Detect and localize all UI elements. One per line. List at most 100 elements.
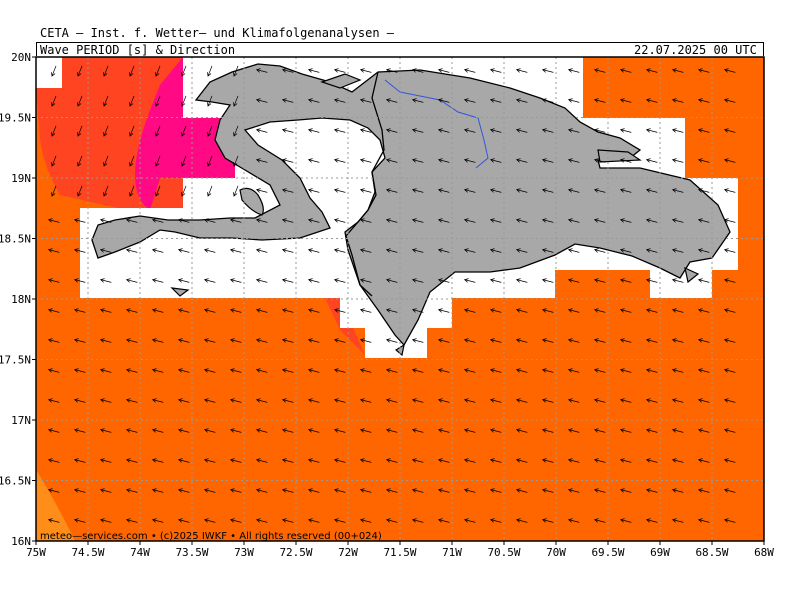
wave-direction-arrow xyxy=(177,458,190,463)
wave-direction-arrow xyxy=(307,398,320,403)
wave-direction-arrow xyxy=(671,218,684,223)
wave-direction-arrow xyxy=(411,188,424,193)
wave-direction-arrow xyxy=(489,248,502,253)
wave-direction-arrow xyxy=(233,95,239,107)
wave-direction-arrows xyxy=(47,65,736,523)
wave-direction-arrow xyxy=(515,158,528,163)
wave-direction-arrow xyxy=(463,368,476,373)
wave-direction-arrow xyxy=(437,68,450,73)
graticule xyxy=(36,57,764,541)
wave-direction-arrow xyxy=(723,98,736,103)
wave-direction-arrow xyxy=(541,278,554,283)
wave-direction-arrow xyxy=(155,65,161,77)
wave-direction-arrow xyxy=(645,248,658,253)
wave-direction-arrow xyxy=(567,278,580,283)
wave-direction-arrow xyxy=(593,188,606,193)
wave-direction-arrow xyxy=(567,428,580,433)
wave-direction-arrow xyxy=(73,218,86,223)
wave-direction-arrow xyxy=(515,518,528,523)
wave-direction-arrow xyxy=(255,158,268,163)
wave-direction-arrow xyxy=(567,98,580,103)
wave-direction-arrow xyxy=(411,428,424,433)
wave-direction-arrow xyxy=(489,458,502,463)
wave-direction-arrow xyxy=(255,518,268,523)
wave-direction-arrow xyxy=(593,458,606,463)
wave-direction-arrow xyxy=(229,278,242,283)
wave-direction-arrow xyxy=(385,458,398,463)
wave-direction-arrow xyxy=(281,248,294,253)
wave-direction-arrow xyxy=(203,338,216,343)
wave-direction-arrow xyxy=(723,278,736,283)
wave-direction-arrow xyxy=(645,278,658,283)
wave-direction-arrow xyxy=(619,308,632,313)
wave-direction-arrow xyxy=(125,248,138,253)
wave-direction-arrow xyxy=(463,338,476,343)
wave-direction-arrow xyxy=(155,95,161,107)
wave-direction-arrow xyxy=(515,488,528,493)
wave-direction-arrow xyxy=(671,188,684,193)
wave-direction-arrow xyxy=(593,338,606,343)
wave-direction-arrow xyxy=(697,98,710,103)
wave-direction-arrow xyxy=(73,428,86,433)
wave-direction-arrow xyxy=(255,98,268,103)
wave-direction-arrow xyxy=(233,155,239,167)
wave-direction-arrow xyxy=(593,218,606,223)
wave-direction-arrow xyxy=(73,398,86,403)
wave-direction-arrow xyxy=(411,128,424,133)
wave-direction-arrow xyxy=(359,278,372,283)
wave-direction-arrow xyxy=(671,128,684,133)
wave-direction-arrow xyxy=(541,428,554,433)
wave-direction-arrow xyxy=(99,218,112,223)
wave-direction-arrow xyxy=(51,95,57,107)
wave-direction-arrow xyxy=(281,428,294,433)
wave-direction-arrow xyxy=(307,248,320,253)
wave-direction-arrow xyxy=(307,488,320,493)
wave-direction-arrow xyxy=(723,218,736,223)
wave-direction-arrow xyxy=(359,68,372,73)
wave-direction-arrow xyxy=(671,458,684,463)
wave-direction-arrow xyxy=(411,98,424,103)
wave-direction-arrow xyxy=(697,278,710,283)
wave-direction-arrow xyxy=(697,518,710,523)
wave-direction-arrow xyxy=(697,488,710,493)
wave-direction-arrow xyxy=(411,488,424,493)
wave-direction-arrow xyxy=(255,68,268,73)
saona-island xyxy=(684,266,700,284)
wave-direction-arrow xyxy=(411,518,424,523)
wave-direction-arrow xyxy=(307,278,320,283)
wave-direction-arrow xyxy=(385,308,398,313)
map-subtitle: Wave PERIOD [s] & Direction xyxy=(40,43,236,57)
wave-direction-arrow xyxy=(103,65,109,77)
wave-direction-arrow xyxy=(99,398,112,403)
wave-direction-arrow xyxy=(73,488,86,493)
wave-direction-arrow xyxy=(385,338,398,343)
wave-direction-arrow xyxy=(47,308,60,313)
wave-direction-arrow xyxy=(619,488,632,493)
wave-direction-arrow xyxy=(489,278,502,283)
wave-direction-arrow xyxy=(411,158,424,163)
wave-direction-arrow xyxy=(233,185,239,197)
wave-direction-arrow xyxy=(203,458,216,463)
wave-direction-arrow xyxy=(307,338,320,343)
wave-direction-arrow xyxy=(125,338,138,343)
lat-tick-label: 19N xyxy=(11,172,31,185)
wave-direction-arrow xyxy=(671,308,684,313)
wave-direction-arrow xyxy=(47,428,60,433)
wave-direction-arrow xyxy=(281,188,294,193)
wave-direction-arrow xyxy=(151,398,164,403)
wave-direction-arrow xyxy=(103,185,109,197)
wave-direction-arrow xyxy=(51,65,57,77)
wave-direction-arrow xyxy=(77,125,83,137)
wave-direction-arrow xyxy=(411,398,424,403)
wave-direction-arrow xyxy=(385,68,398,73)
wave-direction-arrow xyxy=(437,518,450,523)
wave-direction-arrow xyxy=(359,248,372,253)
wave-direction-arrow xyxy=(697,458,710,463)
lon-tick-label: 68.5W xyxy=(695,546,728,559)
wave-direction-arrow xyxy=(541,338,554,343)
wave-direction-arrow xyxy=(203,218,216,223)
wave-direction-arrow xyxy=(359,368,372,373)
wave-direction-arrow xyxy=(593,308,606,313)
wave-direction-arrow xyxy=(567,488,580,493)
wave-direction-arrow xyxy=(73,518,86,523)
